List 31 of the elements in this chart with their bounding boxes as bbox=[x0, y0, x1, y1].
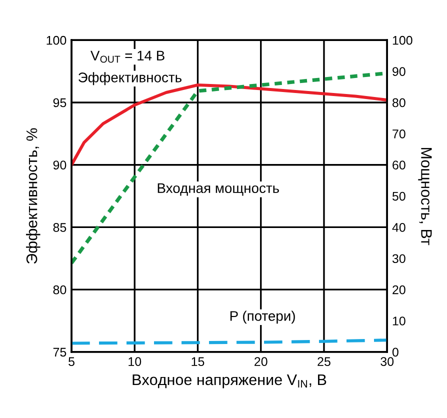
y2-tick-label: 70 bbox=[392, 129, 406, 138]
x-tick-label: 10 bbox=[128, 357, 142, 366]
y2-tick-label: 100 bbox=[392, 36, 412, 45]
y2-tick-label: 90 bbox=[392, 67, 406, 76]
y-tick-label: 95 bbox=[53, 98, 66, 108]
y2-tick-label: 30 bbox=[392, 254, 406, 264]
y-tick-label: 80 bbox=[53, 285, 66, 294]
y-axis-title: Эффективность, % bbox=[26, 128, 40, 264]
y-tick-label: 90 bbox=[53, 160, 66, 170]
y2-axis-title: Мощность, Вт bbox=[418, 148, 432, 246]
x-tick-label: 25 bbox=[318, 357, 330, 366]
annotation: V$_{OUT}$ = 14 В bbox=[90, 50, 164, 63]
x-tick-label: 15 bbox=[192, 357, 204, 366]
y-tick-label: 85 bbox=[53, 223, 66, 232]
y2-tick-label: 40 bbox=[392, 223, 406, 232]
y-tick-label: 100 bbox=[46, 36, 66, 45]
series-label: Эффективность bbox=[78, 72, 182, 86]
x-axis-title: Входное напряжение V$_{IN}$, В bbox=[132, 374, 326, 388]
x-tick-label: 20 bbox=[254, 357, 268, 366]
series-label: Входная мощность bbox=[158, 183, 279, 196]
y2-tick-label: 80 bbox=[392, 98, 406, 108]
line-series bbox=[72, 84, 388, 166]
series-label: P (потери) bbox=[230, 310, 295, 324]
y2-tick-label: 0 bbox=[392, 348, 398, 357]
y-tick-label: 75 bbox=[53, 348, 66, 357]
x-tick-label: 5 bbox=[68, 357, 74, 366]
y2-tick-label: 20 bbox=[392, 285, 406, 294]
y2-tick-label: 60 bbox=[392, 160, 406, 170]
x-tick-label: 30 bbox=[380, 357, 394, 366]
y2-tick-label: 10 bbox=[392, 316, 406, 326]
y2-tick-label: 50 bbox=[392, 192, 406, 201]
